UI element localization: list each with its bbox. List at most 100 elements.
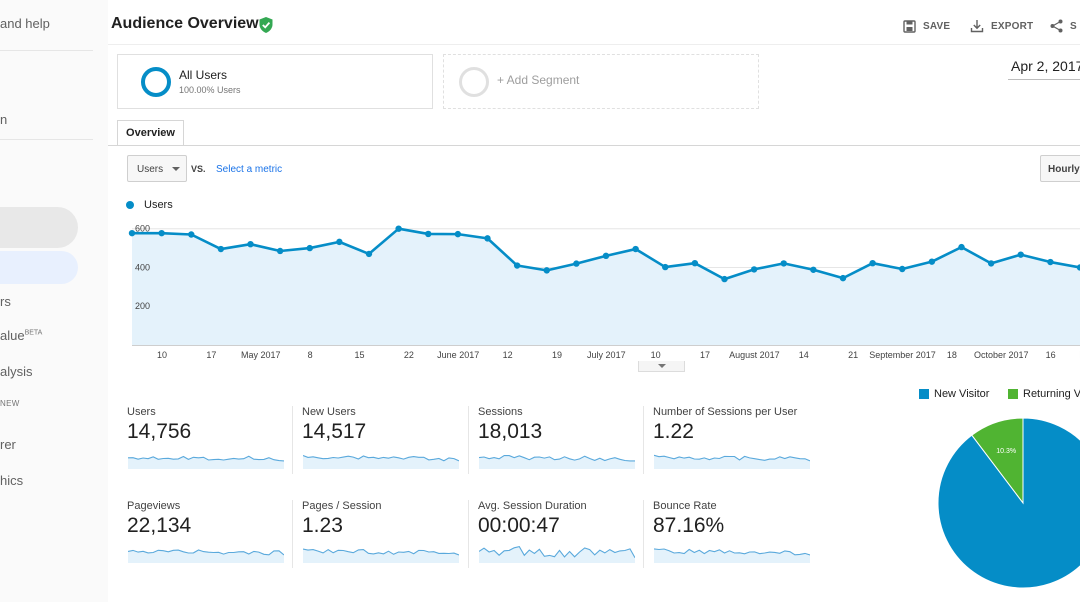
- data-point-users: [987, 260, 995, 267]
- legend-swatch: [919, 389, 929, 399]
- metric-tile[interactable]: Users 14,756: [127, 406, 299, 476]
- metric-value: 1.22: [653, 420, 694, 443]
- data-point-users: [395, 225, 402, 232]
- metric-selector[interactable]: Users: [127, 155, 187, 182]
- sidebar-item-users[interactable]: rs: [0, 294, 11, 309]
- header-divider: [108, 44, 1080, 45]
- data-point-users: [336, 238, 343, 246]
- data-point-users: [425, 230, 432, 238]
- data-point-users: [869, 259, 876, 267]
- users-legend-label: Users: [144, 199, 173, 211]
- legend-label: New Visitor: [934, 388, 990, 400]
- empty-segment-ring-icon: [459, 67, 489, 97]
- share-icon: [1050, 19, 1063, 33]
- sidebar-item-active[interactable]: [0, 207, 78, 248]
- add-segment-label: + Add Segment: [497, 73, 580, 87]
- users-legend-dot: [126, 201, 134, 209]
- data-point-users: [750, 266, 758, 273]
- sidebar-item-label: alue: [0, 328, 25, 343]
- metric-value: 18,013: [478, 420, 543, 443]
- visitor-type-pie-chart: 10.3%89.7%: [937, 418, 1080, 589]
- data-point-users: [899, 265, 906, 273]
- metric-tile[interactable]: Pages / Session 1.23: [302, 500, 474, 570]
- save-icon: [903, 19, 916, 33]
- metric-label: Avg. Session Duration: [478, 500, 587, 512]
- pie-legend-new-visitor[interactable]: New Visitor: [919, 388, 989, 400]
- data-point-users: [632, 245, 639, 253]
- granularity-button[interactable]: Hourly: [1040, 155, 1080, 182]
- share-button[interactable]: S: [1050, 16, 1077, 36]
- metric-tile[interactable]: Pageviews 22,134: [127, 500, 299, 570]
- pie-legend-returning-visitor[interactable]: Returning V: [1008, 388, 1080, 400]
- chart-collapse-handle[interactable]: [638, 361, 685, 372]
- tile-divider: [468, 406, 469, 474]
- metric-label: Sessions: [478, 406, 523, 418]
- segment-title: All Users: [179, 68, 228, 82]
- sidebar-divider: [0, 50, 93, 51]
- date-range-picker[interactable]: Apr 2, 2017: [1011, 58, 1080, 74]
- export-button[interactable]: EXPORT: [970, 16, 1033, 36]
- sidebar-item-demographics[interactable]: hics: [0, 473, 24, 488]
- beta-badge: BETA: [24, 329, 43, 337]
- data-point-users: [602, 252, 610, 260]
- metric-tile[interactable]: Number of Sessions per User 1.22: [653, 406, 825, 476]
- y-tick-label: 400: [135, 262, 150, 272]
- chart-y-axis: 200 400 600: [135, 224, 150, 312]
- metric-sparkline: [479, 545, 635, 563]
- metric-tile[interactable]: Sessions 18,013: [478, 406, 650, 476]
- data-point-users: [217, 245, 225, 253]
- metric-tile[interactable]: Avg. Session Duration 00:00:47: [478, 500, 650, 570]
- sidebar-item-selected[interactable]: [0, 251, 78, 284]
- x-tick-label: October 2017: [974, 350, 1029, 360]
- data-point-users: [721, 275, 728, 283]
- export-icon: [970, 20, 984, 33]
- sidebar-item-2[interactable]: n: [0, 112, 8, 127]
- data-point-users: [306, 244, 313, 252]
- add-segment-button[interactable]: + Add Segment: [443, 54, 759, 109]
- segment-all-users[interactable]: All Users 100.00% Users: [117, 54, 433, 109]
- data-point-users: [662, 263, 669, 271]
- page-title: Audience Overview: [111, 15, 259, 32]
- data-point-users: [513, 262, 521, 269]
- metric-value: 87.16%: [653, 514, 725, 537]
- tile-divider: [643, 406, 644, 474]
- x-tick-label: August 2017: [729, 350, 780, 360]
- data-point-users: [958, 243, 965, 251]
- sidebar-item-explorer[interactable]: rer: [0, 437, 16, 452]
- sparkline-line: [128, 549, 284, 556]
- sparkline-area: [479, 546, 635, 563]
- metric-sparkline: [654, 454, 810, 469]
- save-button[interactable]: SAVE: [903, 16, 950, 36]
- chart-points: [128, 225, 1080, 283]
- metric-selector-label: Users: [137, 164, 164, 175]
- x-tick-label: 8: [308, 350, 313, 360]
- users-line-chart: 200 400 600 10 17 May 2017 8 15 22 June 2017 12 19…: [128, 224, 1080, 360]
- chart-area: [132, 227, 1080, 345]
- x-tick-label: 14: [799, 350, 809, 360]
- metric-sparkline: [128, 549, 284, 563]
- metric-tile[interactable]: Bounce Rate 87.16%: [653, 500, 825, 570]
- x-tick-label: 17: [206, 350, 216, 360]
- sidebar-item-cohort-analysis[interactable]: alysis: [0, 364, 33, 379]
- chart-x-axis: 10 17 May 2017 8 15 22 June 2017 12 19 July 2017 1…: [157, 350, 1080, 360]
- metric-label: New Users: [302, 406, 356, 418]
- sparkline-area: [128, 550, 284, 563]
- y-tick-label: 600: [135, 224, 150, 234]
- metric-label: Users: [127, 406, 156, 418]
- sparkline-area: [128, 456, 284, 469]
- x-tick-label: May 2017: [241, 350, 281, 360]
- x-tick-label: 10: [157, 350, 167, 360]
- metric-value: 14,756: [127, 420, 192, 443]
- sidebar-item-lifetime-value[interactable]: alueBETA: [0, 328, 42, 343]
- data-point-users: [454, 230, 462, 238]
- tab-overview[interactable]: Overview: [117, 120, 184, 146]
- metric-sparkline: [303, 548, 459, 563]
- data-point-users: [188, 231, 195, 238]
- save-label: SAVE: [923, 20, 951, 32]
- select-metric-link[interactable]: Select a metric: [216, 164, 283, 175]
- metric-label: Pages / Session: [302, 500, 382, 512]
- x-tick-label: July 2017: [587, 350, 626, 360]
- metric-tile[interactable]: New Users 14,517: [302, 406, 474, 476]
- x-tick-label: 19: [552, 350, 562, 360]
- sidebar-item-help[interactable]: and help: [0, 16, 50, 31]
